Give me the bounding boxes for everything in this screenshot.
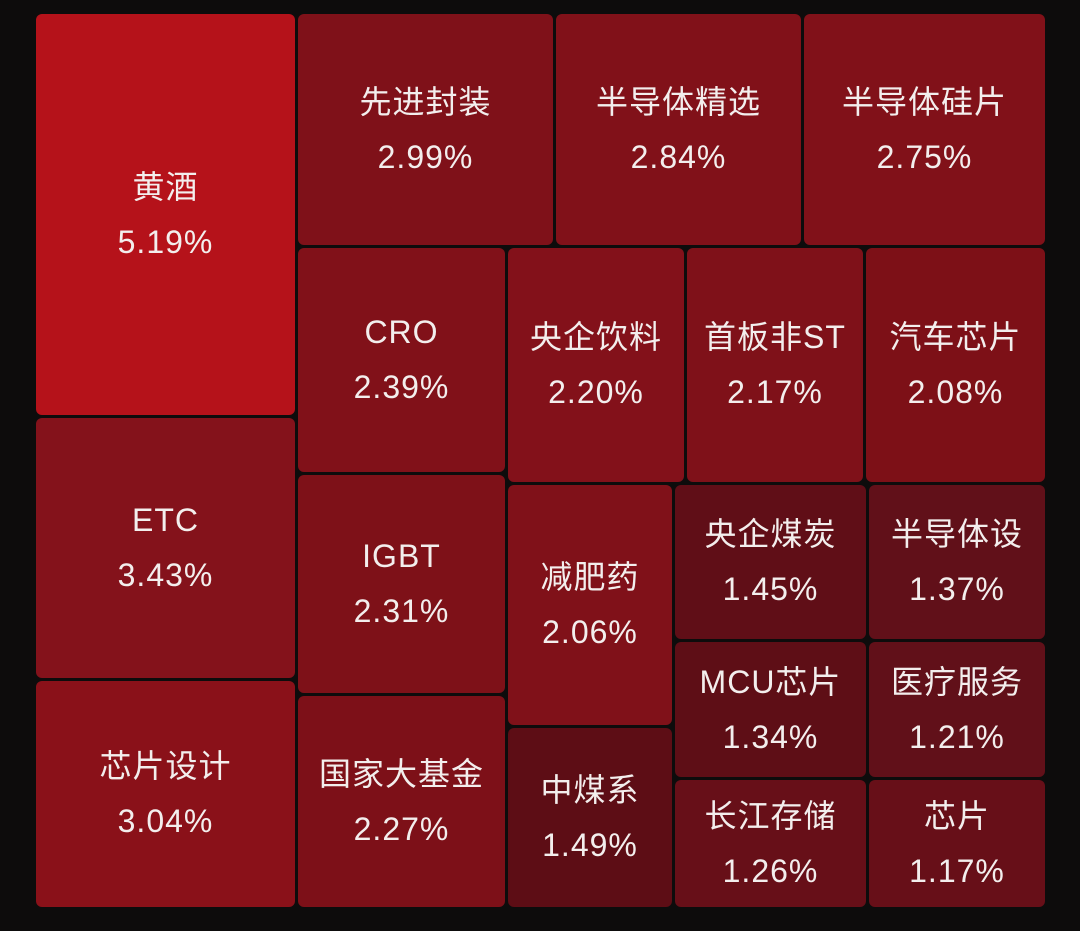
tile-sector-name: 半导体精选 — [595, 83, 761, 120]
tile-change-percent: 3.04% — [117, 803, 214, 839]
treemap-tile-17[interactable]: 国家大基金 2.27% — [298, 696, 505, 907]
tile-change-percent: 2.99% — [377, 138, 474, 175]
tile-change-percent: 1.49% — [542, 826, 638, 863]
tile-change-percent: 1.21% — [909, 718, 1005, 755]
tile-sector-name: MCU芯片 — [699, 663, 842, 700]
tile-sector-name: 先进封装 — [359, 83, 492, 120]
treemap-tile-4[interactable]: 半导体硅片 2.75% — [804, 14, 1045, 245]
treemap-tile-11[interactable]: 减肥药 2.06% — [508, 485, 672, 725]
treemap-tile-8[interactable]: 汽车芯片 2.08% — [866, 248, 1045, 482]
treemap-tile-5[interactable]: CRO 2.39% — [298, 248, 505, 472]
tile-change-percent: 2.17% — [727, 374, 823, 410]
treemap-tile-7[interactable]: 首板非ST 2.17% — [687, 248, 863, 482]
tile-change-percent: 2.20% — [548, 374, 644, 410]
treemap-tile-15[interactable]: 医疗服务 1.21% — [869, 642, 1045, 777]
treemap-tile-9[interactable]: ETC 3.43% — [36, 418, 295, 678]
tile-sector-name: 芯片 — [923, 797, 990, 834]
treemap-tile-3[interactable]: 半导体精选 2.84% — [556, 14, 801, 245]
treemap-tile-19[interactable]: 长江存储 1.26% — [675, 780, 866, 907]
tile-change-percent: 2.27% — [353, 810, 450, 847]
tile-change-percent: 2.06% — [542, 614, 638, 650]
tile-sector-name: 国家大基金 — [318, 755, 484, 792]
tile-sector-name: 黄酒 — [132, 168, 199, 205]
tile-sector-name: 长江存储 — [704, 797, 837, 834]
treemap-tile-18[interactable]: 中煤系 1.49% — [508, 728, 672, 907]
treemap-tile-20[interactable]: 芯片 1.17% — [869, 780, 1045, 907]
treemap-tile-13[interactable]: 半导体设 1.37% — [869, 485, 1045, 639]
tile-sector-name: CRO — [364, 314, 439, 351]
treemap-tile-14[interactable]: MCU芯片 1.34% — [675, 642, 866, 777]
tile-change-percent: 5.19% — [117, 223, 214, 260]
tile-sector-name: 首板非ST — [704, 319, 846, 356]
tile-change-percent: 3.43% — [117, 557, 214, 593]
tile-sector-name: 央企煤炭 — [704, 516, 837, 553]
tile-change-percent: 2.84% — [630, 138, 727, 175]
tile-change-percent: 1.17% — [909, 852, 1005, 889]
tile-change-percent: 1.26% — [722, 852, 819, 889]
treemap-tile-10[interactable]: IGBT 2.31% — [298, 475, 505, 693]
tile-change-percent: 2.39% — [353, 369, 450, 405]
tile-sector-name: ETC — [132, 502, 199, 539]
tile-change-percent: 2.08% — [907, 374, 1004, 410]
tile-change-percent: 2.31% — [353, 593, 450, 629]
treemap-tile-12[interactable]: 央企煤炭 1.45% — [675, 485, 866, 639]
tile-change-percent: 1.45% — [722, 571, 819, 607]
treemap-tile-16[interactable]: 芯片设计 3.04% — [36, 681, 295, 907]
tile-change-percent: 1.34% — [722, 718, 819, 755]
tile-sector-name: 汽车芯片 — [889, 319, 1022, 356]
tile-sector-name: 芯片设计 — [99, 748, 232, 785]
tile-sector-name: IGBT — [362, 538, 441, 575]
tile-sector-name: 医疗服务 — [890, 663, 1023, 700]
tile-sector-name: 半导体硅片 — [841, 83, 1007, 120]
tile-sector-name: 中煤系 — [540, 771, 640, 808]
treemap-tile-1[interactable]: 黄酒 5.19% — [36, 14, 295, 415]
tile-sector-name: 半导体设 — [890, 516, 1023, 553]
tile-change-percent: 2.75% — [876, 138, 973, 175]
tile-sector-name: 央企饮料 — [529, 319, 662, 356]
tile-sector-name: 减肥药 — [540, 559, 640, 596]
treemap-tile-6[interactable]: 央企饮料 2.20% — [508, 248, 684, 482]
tile-change-percent: 1.37% — [909, 571, 1005, 607]
treemap-tile-2[interactable]: 先进封装 2.99% — [298, 14, 553, 245]
